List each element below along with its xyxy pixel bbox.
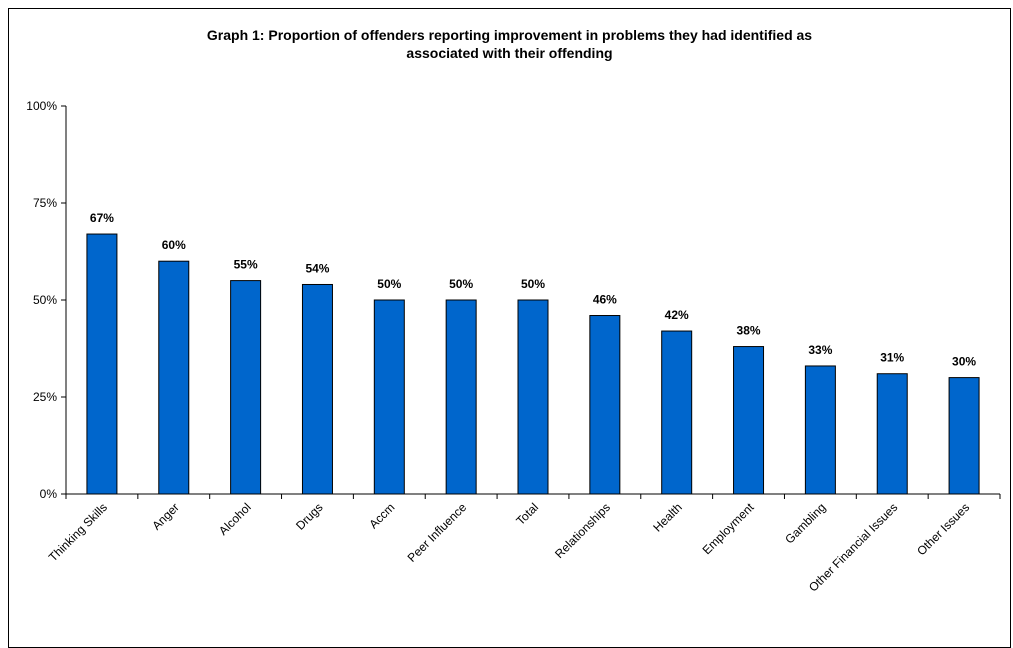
category-label: Relationships [552, 500, 613, 561]
category-label: Accm [366, 500, 397, 531]
y-tick-label: 25% [33, 390, 57, 404]
bar [733, 346, 765, 495]
y-axis: 0% 25% 50% 75% 100% [26, 99, 67, 501]
data-label: 60% [162, 238, 186, 252]
category-label: Peer Influence [405, 500, 470, 565]
category-label: Other Issues [914, 500, 972, 558]
data-label: 30% [952, 355, 976, 369]
data-label: 33% [808, 343, 832, 357]
y-tick-label: 50% [33, 293, 57, 307]
y-tick-label: 0% [40, 487, 58, 501]
bar [230, 280, 262, 495]
bar [445, 299, 477, 495]
bar [158, 260, 190, 495]
category-label: Total [513, 500, 541, 528]
chart-title-line-1: Graph 1: Proportion of offenders reporti… [206, 27, 813, 43]
bar-chart: 0% 25% 50% 75% 100% 67% 60% 55% 54% 50% 50% 50% 46%… [26, 99, 1001, 595]
category-label: Alcohol [216, 500, 254, 538]
y-tick-label: 75% [33, 196, 57, 210]
bar [589, 315, 621, 495]
chart-title: Graph 1: Proportion of offenders reporti… [8, 26, 1011, 62]
bar [948, 377, 980, 495]
category-label: Thinking Skills [46, 500, 110, 564]
bar [517, 299, 549, 495]
data-label: 54% [305, 261, 329, 275]
category-label: Gambling [782, 500, 828, 546]
data-label: 67% [90, 211, 114, 225]
data-label: 31% [880, 351, 904, 365]
x-axis [65, 493, 1001, 499]
chart-title-line-2: associated with their offending [406, 45, 613, 61]
data-label: 42% [665, 308, 689, 322]
data-label: 50% [377, 277, 401, 291]
bars [86, 233, 980, 495]
data-labels: 67% 60% 55% 54% 50% 50% 50% 46% 42% 38% 33% 31% 30% [90, 211, 977, 369]
data-label: 55% [234, 258, 258, 272]
y-tick-label: 100% [26, 99, 57, 113]
bar [661, 330, 693, 495]
data-label: 50% [521, 277, 545, 291]
bar [301, 283, 333, 495]
bar [876, 373, 908, 495]
category-label: Drugs [293, 500, 326, 533]
data-label: 50% [449, 277, 473, 291]
category-label: Anger [149, 500, 182, 533]
data-label: 46% [593, 293, 617, 307]
bar [804, 365, 836, 495]
category-labels: Thinking Skills Anger Alcohol Drugs Accm Peer… [46, 500, 972, 595]
category-label: Employment [700, 500, 758, 558]
bar [86, 233, 118, 495]
data-label: 38% [737, 324, 761, 338]
category-label: Health [650, 500, 684, 534]
bar [373, 299, 405, 495]
